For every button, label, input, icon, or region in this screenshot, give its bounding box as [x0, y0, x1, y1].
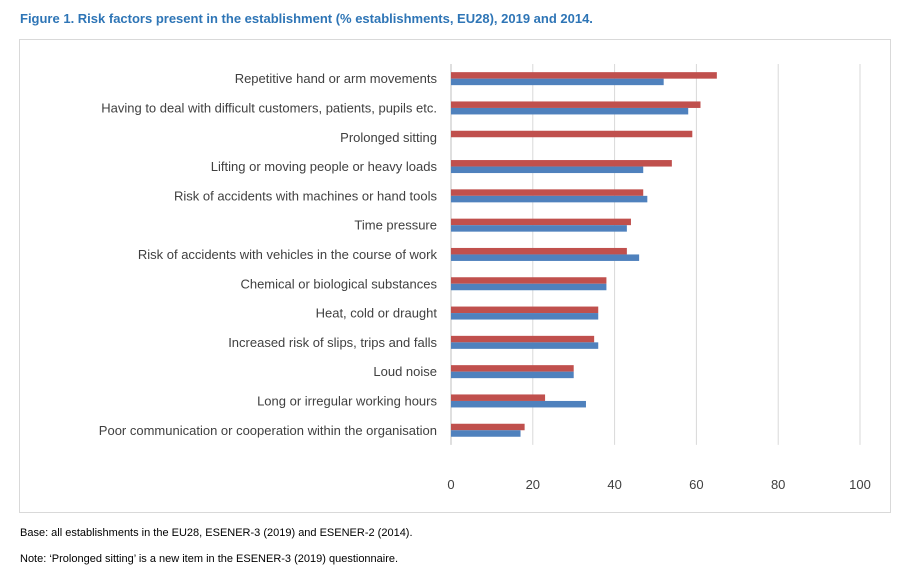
legend: 2019 2014: [426, 510, 503, 512]
x-tick-label: 80: [771, 477, 785, 492]
category-label: Lifting or moving people or heavy loads: [211, 159, 438, 174]
bar-2014: [451, 195, 648, 203]
bar-2014: [451, 225, 627, 232]
bar-2019: [451, 394, 546, 401]
category-label: Time pressure: [354, 218, 437, 233]
bar-2019: [451, 189, 644, 196]
bar-2014: [451, 400, 586, 408]
category-label: Long or irregular working hours: [257, 393, 437, 408]
bar-2019: [451, 335, 595, 343]
category-label: Loud noise: [373, 364, 437, 379]
category-label: Heat, cold or draught: [316, 306, 438, 321]
category-labels: Repetitive hand or arm movements Having t…: [99, 71, 438, 438]
bar-2019: [451, 218, 631, 226]
x-tick-label: 0: [447, 477, 454, 492]
category-label: Increased risk of slips, trips and falls: [228, 335, 437, 350]
x-tick-label: 100: [849, 477, 871, 492]
category-label: Risk of accidents with vehicles in the c…: [138, 247, 438, 262]
bar-2014: [451, 254, 640, 261]
bar-chart: Repetitive hand or arm movements Having t…: [99, 64, 871, 512]
category-label: Poor communication or cooperation within…: [99, 423, 437, 438]
category-label: Risk of accidents with machines or hand …: [174, 188, 438, 203]
category-label: Repetitive hand or arm movements: [235, 71, 438, 86]
bar-2019: [451, 72, 717, 79]
category-label: Prolonged sitting: [340, 130, 437, 145]
bars: [451, 72, 717, 437]
bar-2019: [451, 277, 607, 284]
bar-2019: [451, 101, 701, 108]
x-tick-label: 40: [607, 477, 621, 492]
legend-label-2014: 2014: [474, 510, 503, 512]
category-label: Chemical or biological substances: [240, 276, 437, 291]
questionnaire-note: Note: ‘Prolonged sitting’ is a new item …: [20, 553, 399, 565]
x-tick-label: 60: [689, 477, 703, 492]
bar-2014: [451, 107, 689, 115]
x-tick-label: 20: [526, 477, 540, 492]
bar-2019: [451, 247, 627, 255]
bar-2014: [451, 371, 574, 379]
bar-2014: [451, 430, 521, 437]
bar-2019: [451, 365, 574, 372]
bar-2019: [451, 423, 525, 431]
bar-2019: [451, 130, 693, 138]
bar-2014: [451, 313, 599, 320]
legend-label-2019: 2019: [426, 510, 455, 512]
base-note: Base: all establishments in the EU28, ES…: [20, 527, 413, 539]
bar-2014: [451, 283, 607, 291]
bar-2014: [451, 342, 599, 349]
bar-2019: [451, 160, 672, 167]
x-axis-ticks: 0 20 40 60 80 100: [447, 477, 870, 492]
chart-frame: Repetitive hand or arm movements Having t…: [19, 39, 891, 513]
bar-2014: [451, 78, 664, 86]
category-label: Having to deal with difficult customers,…: [101, 100, 437, 115]
bar-2019: [451, 306, 599, 314]
bar-2014: [451, 166, 644, 174]
figure-title: Figure 1. Risk factors present in the es…: [20, 11, 593, 26]
